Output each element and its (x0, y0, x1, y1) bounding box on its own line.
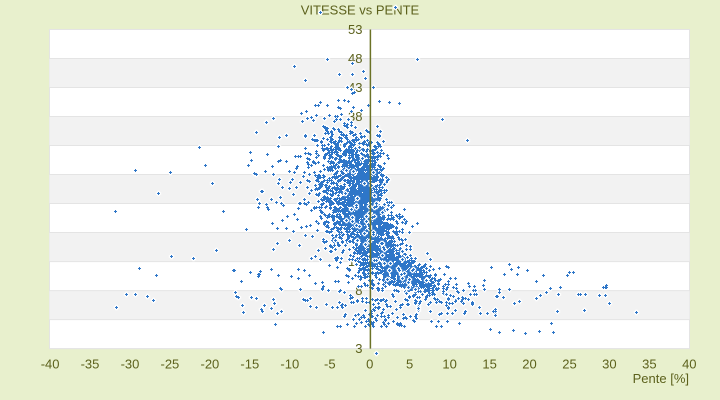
svg-text:VITESSE vs PENTE: VITESSE vs PENTE (301, 3, 420, 18)
svg-text:0: 0 (366, 357, 373, 372)
svg-text:-40: -40 (41, 357, 60, 372)
svg-text:30: 30 (602, 357, 616, 372)
svg-text:-10: -10 (280, 357, 299, 372)
svg-text:Pente [%]: Pente [%] (633, 371, 689, 386)
svg-text:-15: -15 (240, 357, 259, 372)
svg-text:10: 10 (442, 357, 456, 372)
svg-text:-20: -20 (201, 357, 220, 372)
svg-text:-5: -5 (324, 357, 336, 372)
svg-text:-25: -25 (161, 357, 180, 372)
svg-text:20: 20 (522, 357, 536, 372)
svg-text:25: 25 (562, 357, 576, 372)
svg-text:53: 53 (348, 22, 362, 37)
svg-text:35: 35 (642, 357, 656, 372)
svg-text:3: 3 (355, 341, 362, 356)
svg-text:-30: -30 (121, 357, 140, 372)
svg-text:8: 8 (355, 283, 362, 298)
svg-text:15: 15 (482, 357, 496, 372)
svg-text:-35: -35 (81, 357, 100, 372)
svg-text:40: 40 (682, 357, 696, 372)
svg-text:5: 5 (406, 357, 413, 372)
